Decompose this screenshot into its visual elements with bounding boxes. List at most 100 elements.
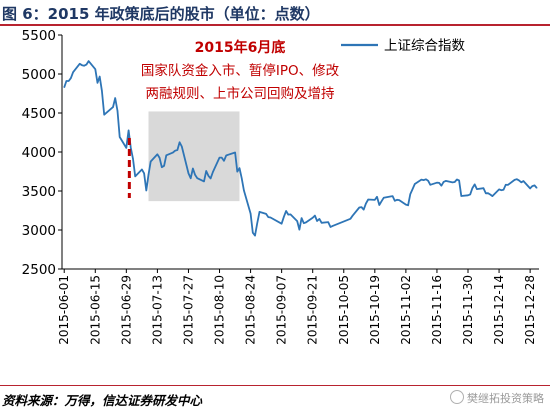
data-point	[81, 64, 83, 66]
data-point	[303, 222, 305, 224]
x-tick-label: 2015-08-10	[213, 275, 227, 345]
data-point	[314, 214, 316, 217]
data-point	[174, 150, 176, 152]
data-point	[485, 192, 487, 194]
data-point	[243, 189, 245, 191]
data-point	[112, 106, 114, 108]
data-point	[440, 185, 442, 187]
data-point	[114, 97, 116, 99]
data-point	[513, 179, 516, 181]
data-point	[141, 168, 143, 171]
data-point	[507, 184, 509, 186]
data-point	[365, 203, 367, 205]
data-point	[383, 197, 385, 199]
data-point	[99, 75, 101, 78]
data-point	[178, 141, 181, 143]
data-point	[163, 165, 165, 167]
data-point	[249, 213, 252, 215]
data-point	[267, 216, 269, 218]
data-point	[460, 195, 462, 197]
data-point	[70, 77, 72, 79]
data-point	[147, 174, 150, 176]
data-point	[150, 160, 152, 163]
x-tick-label: 2015-09-07	[275, 275, 289, 345]
data-point	[221, 157, 223, 159]
data-point	[451, 181, 454, 184]
data-point	[145, 189, 147, 192]
data-point	[389, 195, 391, 198]
data-point	[132, 158, 134, 160]
y-tick-label: 2500	[22, 262, 56, 278]
data-point	[187, 172, 190, 175]
data-point	[296, 220, 298, 222]
data-point	[256, 222, 258, 225]
data-point	[318, 218, 320, 220]
data-point	[536, 187, 538, 189]
data-point	[423, 179, 425, 181]
data-point	[458, 179, 460, 182]
data-point	[305, 221, 307, 223]
data-point	[411, 188, 414, 190]
data-point	[380, 200, 383, 202]
data-point	[394, 200, 396, 202]
data-point	[94, 68, 96, 70]
data-point	[65, 80, 68, 82]
data-point	[241, 177, 243, 179]
data-point	[363, 208, 365, 211]
data-point	[127, 129, 130, 131]
data-point	[181, 145, 183, 148]
data-point	[190, 177, 192, 179]
data-point	[500, 189, 502, 191]
y-tick-label: 4500	[22, 106, 56, 122]
wechat-icon	[450, 390, 464, 404]
data-point	[498, 188, 500, 191]
data-point	[210, 177, 212, 180]
data-point	[254, 235, 256, 237]
data-point	[203, 180, 205, 183]
y-tick-label: 4000	[22, 145, 56, 161]
data-point	[192, 167, 194, 170]
data-point	[156, 153, 158, 155]
data-point	[238, 167, 241, 169]
data-point	[533, 184, 536, 186]
data-point	[161, 166, 163, 168]
data-point	[378, 204, 380, 206]
data-point	[469, 193, 471, 196]
data-point	[223, 160, 225, 162]
data-point	[376, 196, 378, 198]
data-point	[205, 170, 207, 172]
data-point	[407, 204, 409, 206]
x-tick-label: 2015-11-30	[461, 275, 475, 345]
watermark: 樊继拓投资策略	[450, 390, 544, 406]
x-tick-label: 2015-06-29	[119, 275, 133, 345]
data-point	[425, 178, 427, 180]
data-point	[79, 63, 81, 65]
data-point	[96, 82, 99, 84]
data-point	[125, 147, 127, 149]
data-point	[489, 193, 491, 196]
y-tick-label: 3500	[22, 184, 56, 200]
data-point	[398, 199, 400, 201]
data-point	[85, 63, 88, 66]
x-tick-label: 2015-06-15	[88, 275, 102, 345]
data-point	[234, 151, 236, 154]
data-point	[474, 183, 476, 185]
data-point	[491, 195, 494, 197]
data-point	[467, 194, 469, 196]
data-point	[287, 214, 289, 216]
data-point	[476, 188, 478, 190]
data-point	[119, 136, 121, 138]
data-point	[68, 80, 70, 82]
x-tick-label: 2015-07-13	[150, 275, 164, 345]
data-point	[520, 181, 522, 183]
data-point	[207, 175, 210, 177]
data-point	[482, 187, 485, 189]
highlight-region	[148, 111, 240, 202]
data-point	[414, 183, 416, 185]
data-point	[391, 195, 394, 197]
data-point	[367, 198, 369, 201]
legend-label: 上证综合指数	[384, 38, 465, 54]
data-point	[172, 152, 174, 154]
data-point	[487, 192, 489, 194]
data-point	[438, 182, 440, 184]
